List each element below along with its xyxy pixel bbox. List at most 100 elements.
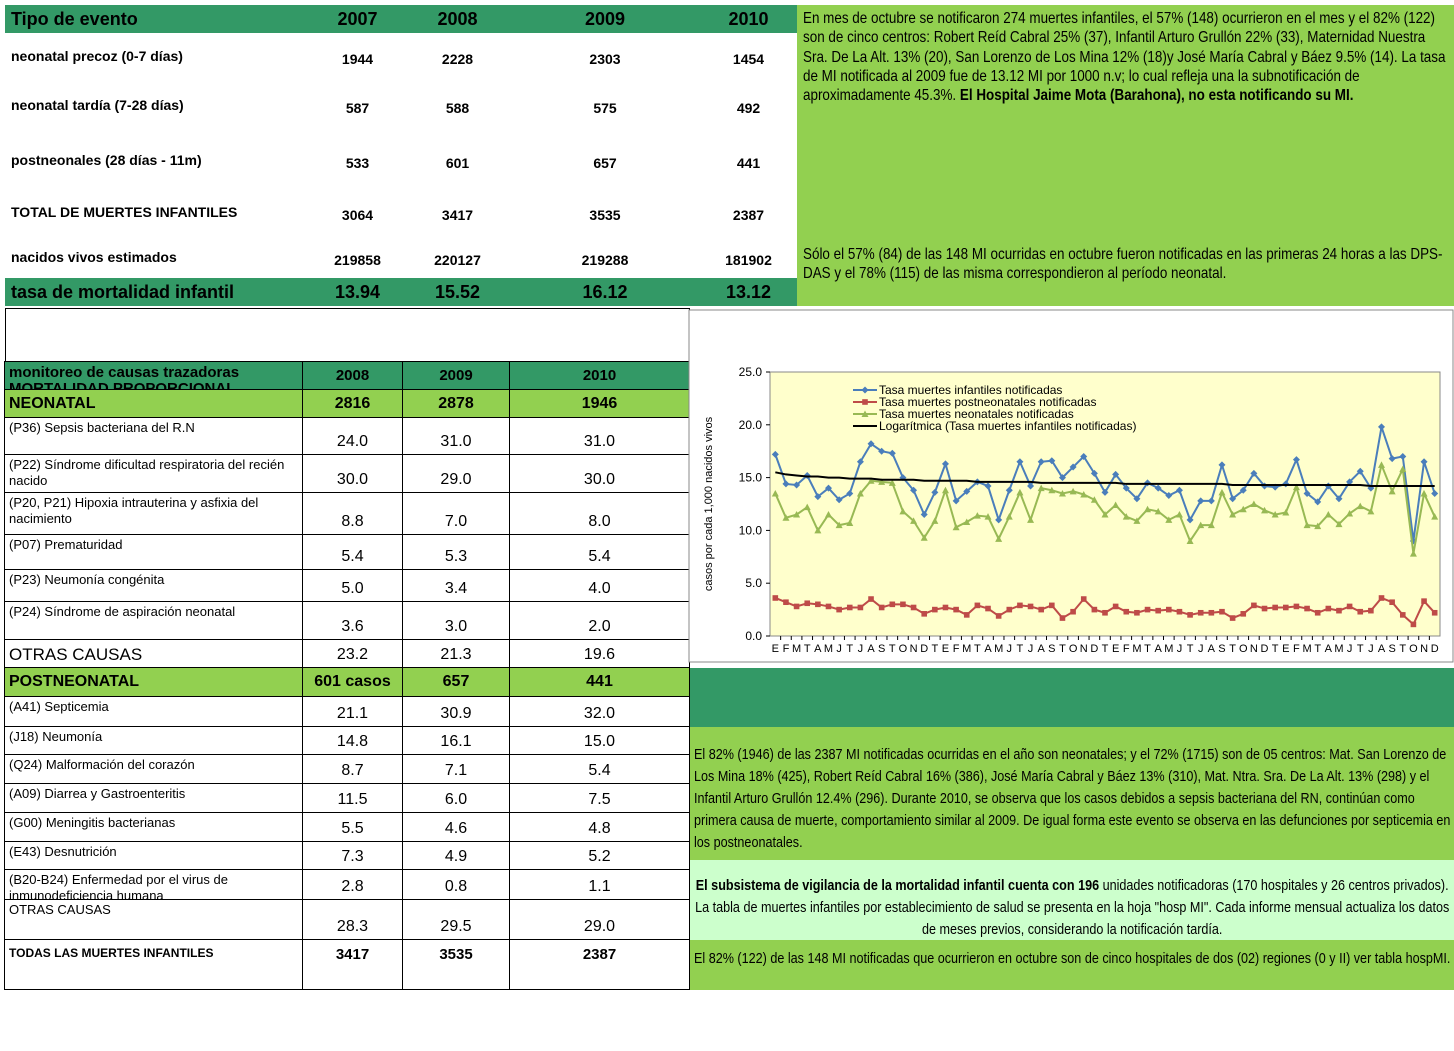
y-tick-label: 5.0 [745, 576, 762, 590]
point [1431, 513, 1439, 520]
point [1112, 470, 1120, 478]
plot-area [769, 371, 1441, 637]
point [1409, 537, 1417, 545]
x-tick-label: T [1059, 643, 1066, 655]
note-1-text: En mes de octubre se notificaron 274 mue… [803, 10, 1446, 105]
point [1101, 511, 1109, 518]
point [803, 503, 811, 511]
cell-value: 8.8 [302, 492, 403, 535]
x-tick-label: T [1399, 643, 1406, 655]
cell-value: 5.5 [302, 812, 403, 842]
cell-value: 29.0 [402, 454, 510, 493]
x-tick-label: E [772, 643, 779, 655]
point [1218, 461, 1226, 469]
point [1356, 467, 1364, 475]
point [867, 477, 875, 484]
y-axis-label: casos por cada 1,000 nacidos vivos [703, 416, 715, 591]
point [1102, 609, 1108, 616]
point [1080, 452, 1088, 460]
x-tick-label: D [1261, 643, 1269, 655]
point [1388, 487, 1396, 495]
point [1112, 501, 1120, 509]
x-tick-label: T [1017, 643, 1024, 655]
x-tick-label: J [1177, 643, 1183, 655]
cell-value: 11.5 [302, 783, 403, 813]
legend-label: Logarítmica (Tasa muertes infantiles not… [879, 419, 1136, 433]
point [1069, 487, 1077, 495]
x-tick-label: A [1155, 643, 1163, 655]
point [1133, 495, 1141, 503]
row-label: (P24) Síndrome de aspiración neonatal [4, 601, 303, 640]
point [1239, 486, 1247, 494]
point [1049, 602, 1055, 609]
x-tick-label: S [1388, 643, 1395, 655]
point [1218, 488, 1226, 496]
cell-value: 2878 [402, 389, 510, 418]
note-3: El 82% (1946) de las 2387 MI notificadas… [694, 746, 1451, 851]
header-sub: MORTALIDAD PROPORCIONAL [9, 380, 236, 390]
point [1229, 495, 1237, 503]
point [1389, 599, 1395, 606]
point [920, 511, 928, 519]
x-tick-label: T [1144, 643, 1151, 655]
point [1027, 516, 1035, 523]
x-tick-label: A [867, 643, 875, 655]
cell-value: 0.8 [402, 869, 510, 900]
cell-value: 220127 [434, 251, 481, 268]
note-2: Sólo el 57% (84) de las 148 MI ocurridas… [803, 246, 1443, 283]
cell-value: 16.1 [402, 726, 510, 755]
point [1144, 606, 1151, 613]
x-tick-label: N [1420, 643, 1428, 655]
cell-value: 28.3 [302, 899, 403, 940]
cell-value: 441 [509, 667, 690, 697]
x-tick-label: T [974, 643, 981, 655]
x-tick-label: J [836, 643, 842, 655]
point [1324, 482, 1332, 490]
point [1080, 596, 1087, 602]
note-4-text: unidades notificadoras (170 hospitales y… [695, 877, 1450, 938]
row-label: (P36) Sepsis bacteriana del R.N [4, 417, 303, 455]
point [1431, 609, 1438, 616]
point [1037, 484, 1045, 492]
cell-value: 5.4 [509, 754, 690, 784]
point [1048, 457, 1056, 465]
point [1303, 489, 1311, 497]
x-tick-label: T [804, 643, 811, 655]
point [1176, 608, 1183, 615]
cell-value: 7.0 [402, 492, 510, 535]
point [941, 460, 949, 468]
x-tick-label: A [1208, 643, 1216, 655]
x-tick-label: O [1409, 643, 1418, 655]
point [931, 488, 939, 496]
cell-value: 219858 [334, 251, 381, 268]
cell-value: 657 [593, 155, 617, 171]
point [1027, 482, 1035, 490]
row-label: Tipo de evento [5, 5, 310, 33]
note-5: El 82% (122) de las 148 MI notificadas q… [693, 950, 1451, 967]
note-4-bold: El subsistema de vigilancia de la mortal… [695, 877, 1100, 894]
point [932, 606, 938, 613]
point [825, 603, 832, 610]
row-label: (P20, P21) Hipoxia intrauterina y asfixi… [4, 492, 303, 535]
cell-value: 3535 [589, 206, 621, 223]
cell-value: 4.9 [402, 841, 510, 870]
cell-value: 5.4 [302, 534, 403, 570]
point [900, 601, 906, 608]
point [974, 602, 981, 609]
point [1420, 489, 1428, 497]
cell-value: 7.1 [402, 754, 510, 784]
cell-value: 1946 [509, 389, 690, 418]
x-tick-label: M [962, 643, 971, 655]
point [1410, 621, 1417, 628]
point [1292, 483, 1300, 491]
cell-value: 587 [345, 100, 370, 116]
point [1314, 609, 1321, 616]
row-label: nacidos vivos estimados [11, 248, 177, 265]
point [1017, 602, 1023, 609]
point [1250, 469, 1258, 477]
cell-value: 29.0 [509, 899, 690, 940]
cell-value: 13.94 [310, 278, 405, 306]
cell-value: 14.8 [302, 726, 403, 755]
point [1144, 479, 1152, 487]
point [1207, 497, 1215, 505]
